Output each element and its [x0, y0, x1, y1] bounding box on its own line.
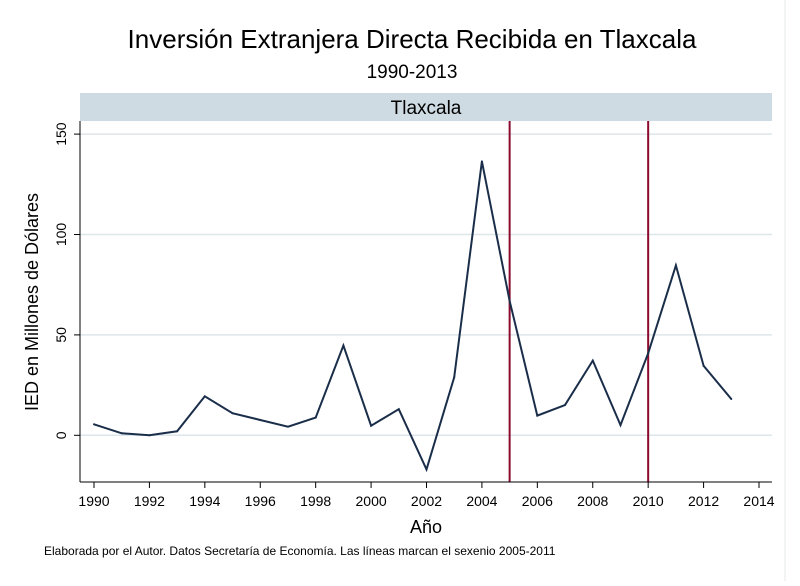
- x-tick-label: 2012: [688, 493, 719, 509]
- data-point: [674, 264, 677, 267]
- series-line: [93, 161, 733, 473]
- y-tick-label: 150: [53, 122, 69, 146]
- data-point: [564, 403, 567, 406]
- x-tick-label: 2002: [411, 493, 442, 509]
- data-point: [702, 364, 705, 367]
- x-tick-label: 2008: [577, 493, 608, 509]
- data-point: [286, 425, 289, 428]
- data-point: [591, 359, 594, 362]
- x-tick-label: 2004: [466, 493, 497, 509]
- x-tick-label: 2000: [356, 493, 387, 509]
- data-point: [397, 408, 400, 411]
- x-tick-label: 1998: [300, 493, 331, 509]
- x-tick-label: 2010: [633, 493, 664, 509]
- source-note: Elaborada por el Autor. Datos Secretaría…: [44, 544, 556, 558]
- data-point: [647, 352, 650, 355]
- panel-label: Tlaxcala: [391, 98, 462, 119]
- x-tick-label: 1996: [245, 493, 276, 509]
- data-point: [231, 412, 234, 415]
- data-point: [148, 434, 151, 437]
- x-tick-label: 1990: [78, 493, 109, 509]
- x-tick-label: 2014: [743, 493, 774, 509]
- panel-strip: [80, 93, 772, 121]
- chart-title: Inversión Extranjera Directa Recibida en…: [128, 24, 697, 54]
- data-point: [120, 432, 123, 435]
- data-point: [619, 424, 622, 427]
- data-point: [203, 395, 206, 398]
- x-tick-label: 2006: [522, 493, 553, 509]
- data-point: [370, 424, 373, 427]
- data-point: [342, 344, 345, 347]
- data-point: [314, 416, 317, 419]
- data-point: [730, 397, 733, 400]
- x-tick-label: 1992: [134, 493, 165, 509]
- y-tick-label: 0: [53, 431, 69, 439]
- data-point: [508, 299, 511, 302]
- data-point: [536, 414, 539, 417]
- data-point: [93, 423, 95, 426]
- y-tick-label: 50: [53, 327, 69, 343]
- data-point: [480, 160, 483, 163]
- chart-subtitle: 1990-2013: [367, 62, 458, 83]
- y-axis-label: IED en Millones de Dólares: [22, 193, 42, 411]
- data-point: [425, 468, 428, 471]
- x-axis-label: Año: [410, 517, 442, 537]
- y-tick-label: 100: [53, 223, 69, 247]
- data-point: [176, 430, 179, 433]
- x-tick-label: 1994: [189, 493, 220, 509]
- data-point: [259, 419, 262, 422]
- data-point: [453, 376, 456, 379]
